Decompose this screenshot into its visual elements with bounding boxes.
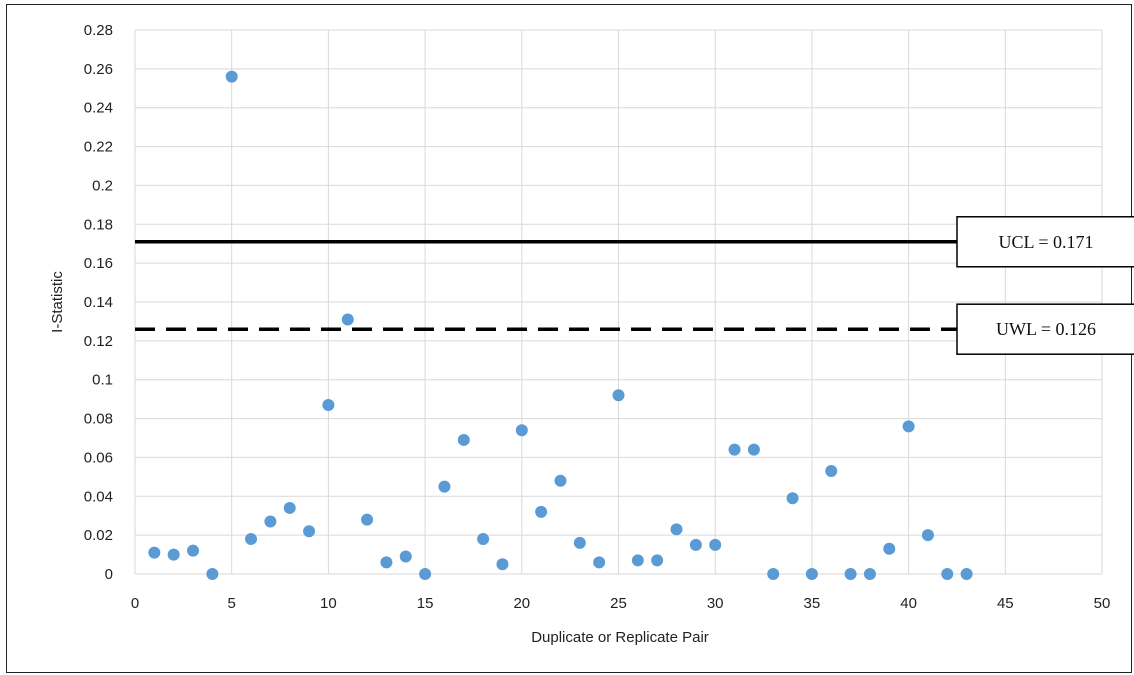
- data-point: [902, 420, 915, 433]
- data-point: [670, 523, 683, 536]
- y-tick-label: 0.22: [84, 139, 113, 156]
- data-point: [767, 568, 780, 580]
- y-tick-label: 0.2: [92, 177, 113, 194]
- y-tick-label: 0.28: [84, 22, 113, 39]
- uwl-callout-box: [956, 303, 1134, 355]
- data-point: [225, 70, 238, 83]
- data-point: [844, 568, 857, 580]
- data-point: [805, 568, 818, 580]
- data-point: [825, 465, 838, 478]
- x-tick-label: 15: [417, 595, 434, 612]
- y-tick-label: 0.26: [84, 61, 113, 78]
- reference-lines: UCL = 0.171 UWL = 0.126: [135, 216, 1134, 355]
- data-point: [612, 389, 625, 402]
- ucl-callout-box: [956, 216, 1134, 268]
- data-point: [728, 443, 741, 456]
- x-tick-label: 0: [131, 595, 139, 612]
- data-point: [438, 480, 451, 493]
- data-point: [399, 550, 412, 563]
- data-point: [341, 313, 354, 326]
- data-point: [689, 538, 702, 551]
- data-point: [631, 554, 644, 567]
- y-tick-label: 0.18: [84, 216, 113, 233]
- data-point: [593, 556, 606, 569]
- data-point: [380, 556, 393, 569]
- x-tick-label: 40: [900, 595, 917, 612]
- data-point: [863, 568, 876, 580]
- y-tick-label: 0.16: [84, 255, 113, 272]
- y-tick-label: 0.08: [84, 411, 113, 428]
- data-point: [167, 548, 180, 561]
- x-tick-label: 10: [320, 595, 337, 612]
- y-tick-label: 0.02: [84, 527, 113, 544]
- data-point: [187, 544, 200, 557]
- data-point: [786, 492, 799, 505]
- x-axis-title: Duplicate or Replicate Pair: [531, 629, 709, 646]
- grid-lines: [134, 29, 1103, 575]
- data-point: [960, 568, 973, 580]
- data-point: [921, 529, 934, 542]
- x-tick-label: 20: [513, 595, 530, 612]
- data-point: [747, 443, 760, 456]
- x-tick-label: 5: [228, 595, 236, 612]
- tick-labels: 0 0.02 0.04 0.06 0.08 0.1 0.12 0.14 0.16 0.18 0.2 0…: [84, 22, 1111, 612]
- y-tick-label: 0.06: [84, 449, 113, 466]
- chart-frame: [6, 4, 1132, 673]
- y-tick-label: 0.1: [92, 372, 113, 389]
- y-tick-label: 0.04: [84, 488, 113, 505]
- data-point: [515, 424, 528, 437]
- data-point: [554, 474, 567, 487]
- x-tick-label: 35: [804, 595, 821, 612]
- y-tick-label: 0.24: [84, 100, 113, 117]
- x-tick-label: 45: [997, 595, 1014, 612]
- y-axis-title: I-Statistic: [49, 271, 66, 333]
- data-points: [148, 70, 973, 580]
- uwl-callout-label: UWL = 0.126: [996, 319, 1096, 339]
- data-point: [303, 525, 316, 538]
- y-tick-label: 0: [105, 566, 113, 583]
- data-point: [941, 568, 954, 580]
- data-point: [264, 515, 277, 528]
- data-point: [883, 542, 896, 555]
- data-point: [457, 433, 470, 446]
- data-point: [573, 536, 586, 549]
- data-point: [535, 505, 548, 518]
- data-point: [206, 568, 219, 580]
- x-tick-label: 25: [610, 595, 627, 612]
- data-point: [245, 533, 258, 546]
- data-point: [283, 501, 296, 514]
- y-tick-label: 0.14: [84, 294, 113, 311]
- data-point: [651, 554, 664, 567]
- x-tick-label: 30: [707, 595, 724, 612]
- y-tick-label: 0.12: [84, 333, 113, 350]
- data-point: [148, 546, 161, 559]
- data-point: [419, 568, 432, 580]
- data-point: [709, 538, 722, 551]
- ucl-callout-label: UCL = 0.171: [999, 232, 1094, 252]
- data-point: [496, 558, 509, 571]
- data-point: [322, 398, 335, 411]
- data-point: [361, 513, 374, 526]
- x-tick-label: 50: [1094, 595, 1111, 612]
- data-point: [477, 533, 490, 546]
